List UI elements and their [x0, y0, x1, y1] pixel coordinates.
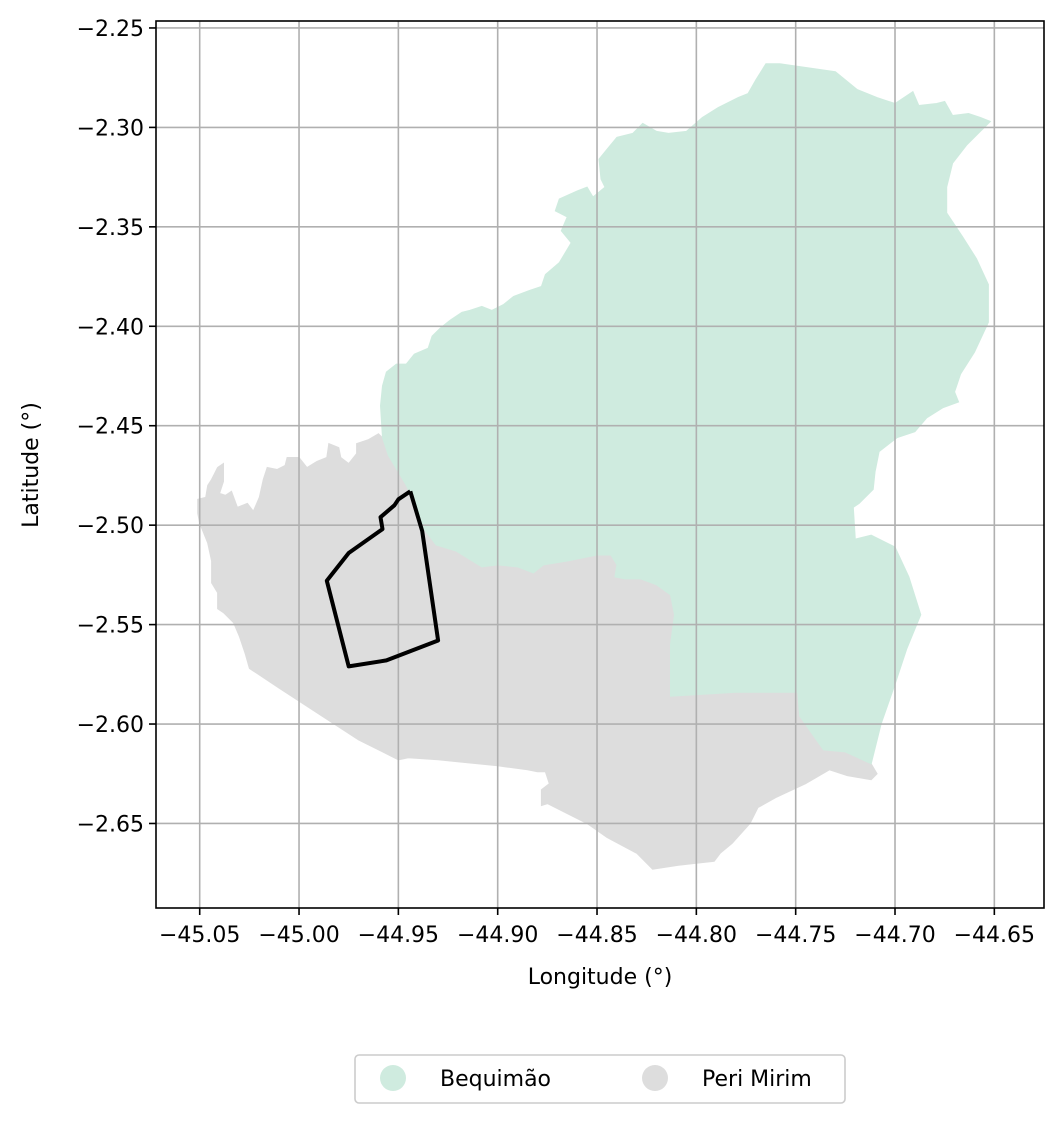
y-tick-label: −2.35: [77, 216, 144, 241]
x-axis-ticks: −45.05 −45.00 −44.95 −44.90 −44.85 −44.80 −44.…: [159, 908, 1035, 948]
y-tick-label: −2.30: [77, 116, 144, 141]
y-axis-label: Latitude (°): [19, 402, 44, 528]
y-tick-label: −2.40: [77, 315, 144, 340]
x-tick-label: −44.80: [656, 923, 737, 948]
grid-lines: [156, 21, 1044, 908]
region-bequimao: [379, 63, 992, 765]
legend-label-bequimao: Bequimão: [440, 1067, 551, 1092]
y-tick-label: −2.55: [77, 614, 144, 639]
x-axis-label: Longitude (°): [528, 965, 673, 990]
x-tick-label: −45.00: [258, 923, 339, 948]
legend-marker-bequimao: [380, 1065, 406, 1091]
x-tick-label: −44.70: [854, 923, 935, 948]
y-tick-label: −2.50: [77, 514, 144, 539]
legend-frame: [354, 1054, 846, 1104]
study-area-outline: [324, 489, 441, 669]
plot-area: [155, 20, 1045, 909]
y-tick-label: −2.45: [77, 415, 144, 440]
y-axis-ticks: −2.25 −2.30 −2.35 −2.40 −2.45 −2.50 −2.55 −2.60…: [77, 17, 156, 837]
x-tick-label: −44.95: [358, 923, 439, 948]
plot-frame: [155, 20, 1045, 909]
y-tick-label: −2.25: [77, 17, 144, 42]
x-tick-label: −44.90: [457, 923, 538, 948]
map-regions: [197, 63, 992, 870]
legend: Bequimão Peri Mirim: [354, 1054, 846, 1104]
legend-marker-peri-mirim: [642, 1065, 668, 1091]
x-tick-label: −44.85: [556, 923, 637, 948]
x-tick-label: −44.65: [954, 923, 1035, 948]
x-tick-label: −45.05: [159, 923, 240, 948]
x-tick-label: −44.75: [755, 923, 836, 948]
y-tick-label: −2.65: [77, 812, 144, 837]
y-tick-label: −2.60: [77, 713, 144, 738]
legend-label-peri-mirim: Peri Mirim: [702, 1067, 812, 1092]
